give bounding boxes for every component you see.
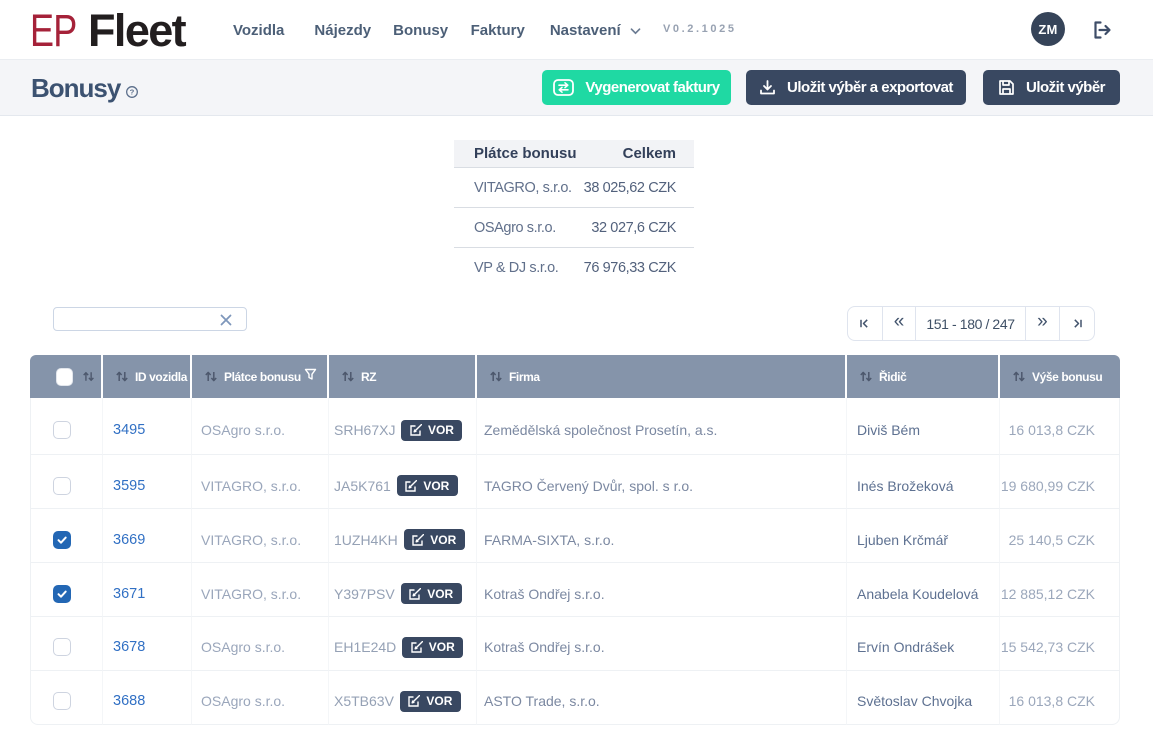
svg-text:?: ? — [130, 88, 135, 97]
